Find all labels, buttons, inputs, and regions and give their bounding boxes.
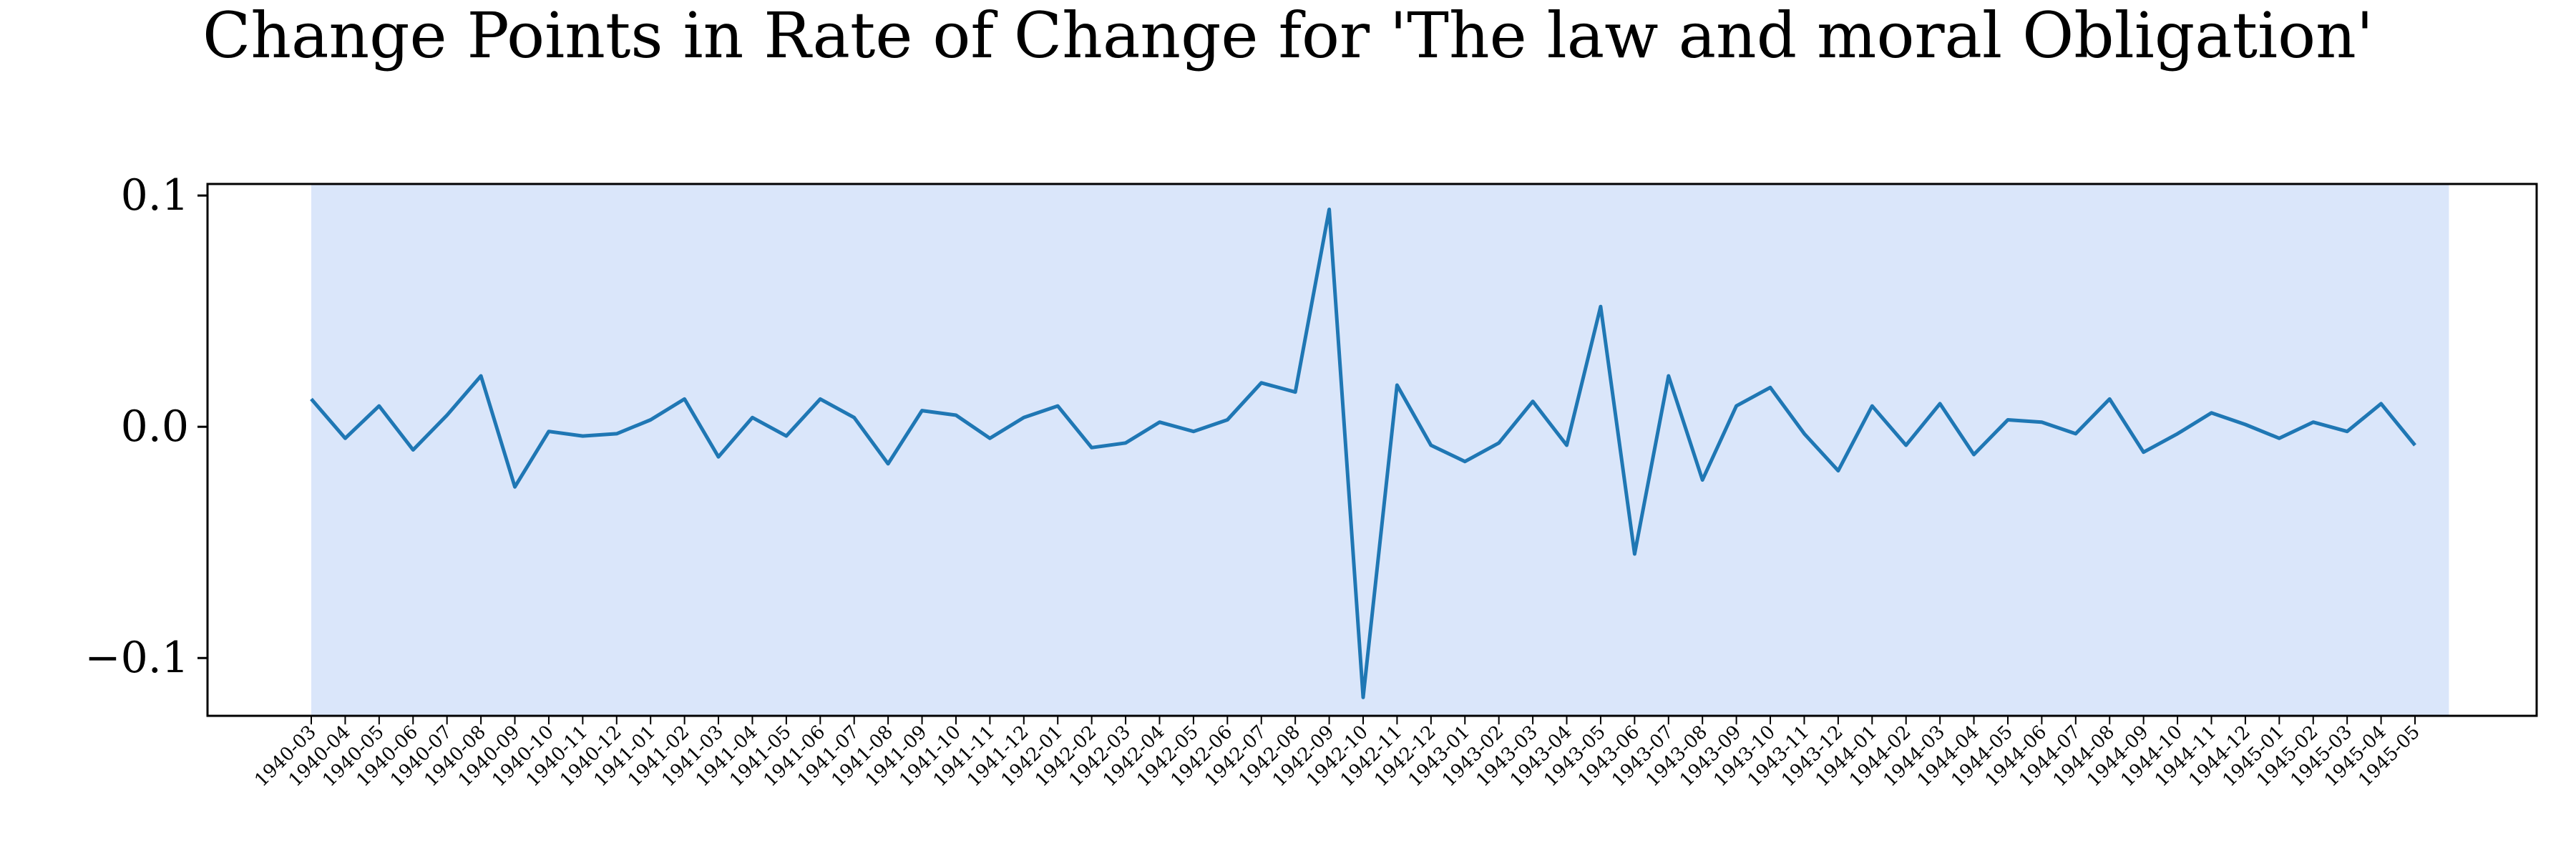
- y-tick-label: 0.1: [121, 170, 189, 220]
- chart-title: Change Points in Rate of Change for 'The…: [203, 0, 2373, 72]
- y-tick-label: 0.0: [121, 402, 189, 452]
- y-axis: 0.1 0.0 −0.1: [84, 170, 208, 683]
- series-line: [310, 208, 2416, 699]
- plot-frame: [206, 183, 2538, 717]
- x-axis: 1940-031940-041940-051940-061940-071940-…: [250, 716, 2424, 791]
- change-point-region: [311, 184, 2449, 716]
- y-tick-label: −0.1: [84, 633, 189, 683]
